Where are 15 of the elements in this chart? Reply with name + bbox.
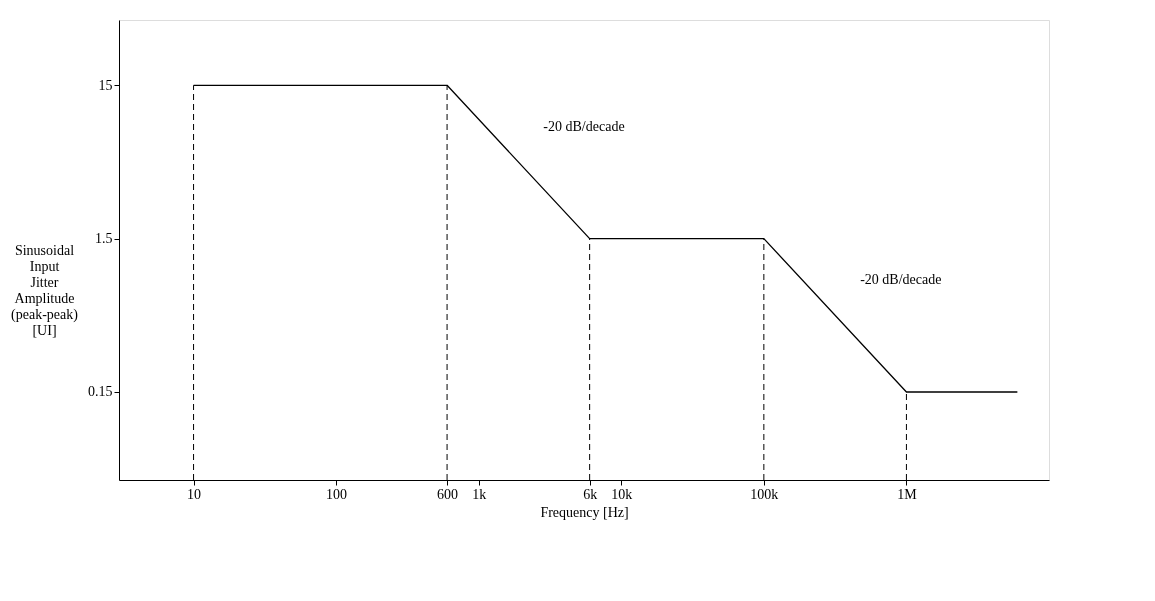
x-tick-label: 10k bbox=[611, 486, 633, 502]
x-tick-label: 100k bbox=[750, 486, 779, 502]
x-tick-label: 1k bbox=[472, 486, 487, 502]
x-tick-label: 100 bbox=[326, 486, 348, 502]
x-tick-label: 600 bbox=[437, 486, 459, 502]
annotation: -20 dB/decade bbox=[860, 272, 942, 288]
x-tick-label: 1M bbox=[897, 486, 918, 502]
y-tick-label: 0.15 bbox=[88, 384, 113, 400]
x-tick-label: 10 bbox=[187, 486, 202, 502]
x-axis-title: Frequency [Hz] bbox=[540, 504, 629, 520]
y-axis-title: Sinusoidal Input Jitter Amplitude (peak-peak) [UI] bbox=[11, 242, 79, 338]
annotation: -20 dB/decade bbox=[543, 118, 625, 134]
y-tick-label: 1.5 bbox=[95, 231, 113, 247]
x-tick-label: 6k bbox=[583, 486, 598, 502]
y-tick-label: 15 bbox=[98, 77, 113, 93]
